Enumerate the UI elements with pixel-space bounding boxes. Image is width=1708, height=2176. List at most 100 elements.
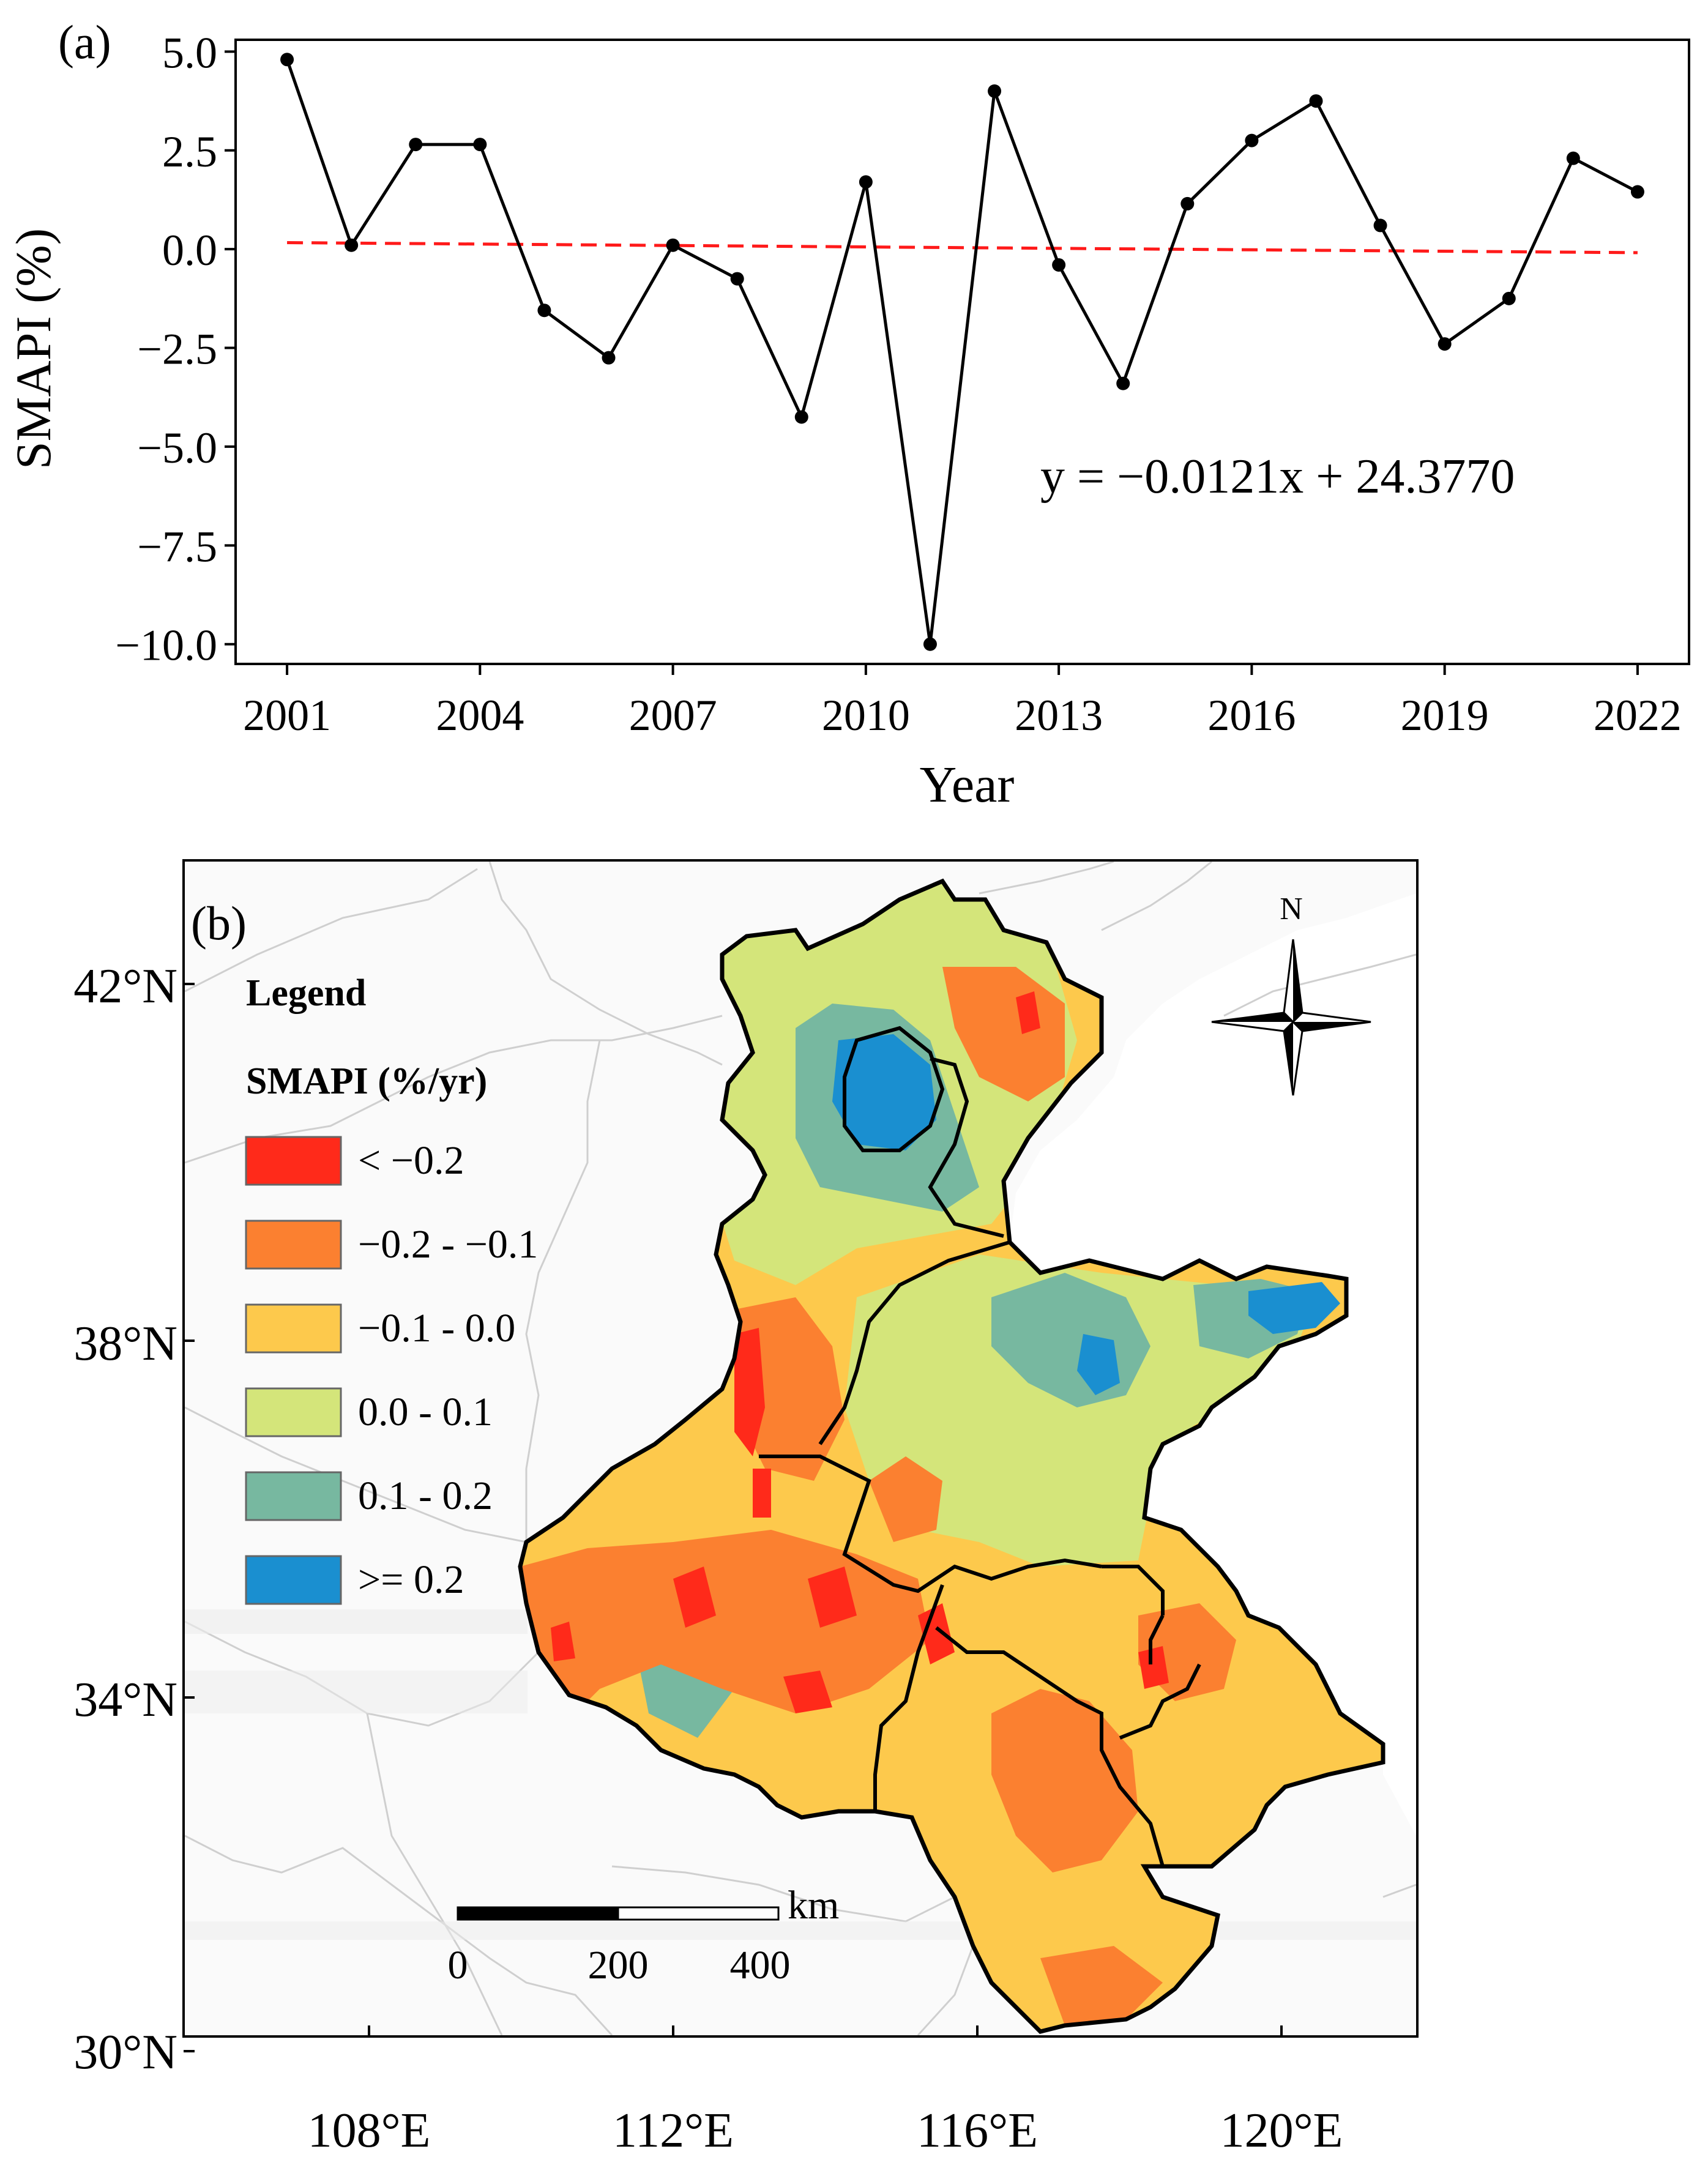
- sea-area-south: [1144, 1316, 1416, 1836]
- lon-label-116: 116°E: [917, 2104, 1038, 2158]
- panel-a-label: (a): [58, 15, 111, 69]
- data-point: [409, 138, 423, 152]
- lat-label-34: 34°N: [73, 1673, 177, 1727]
- smapi-series-points: [280, 53, 1644, 651]
- scale-tick-200: 200: [588, 1943, 649, 1988]
- data-point: [602, 351, 616, 365]
- map-axis-ticks: [184, 983, 1283, 2052]
- zone-ge-0.2: [1248, 1282, 1340, 1334]
- legend-item-label: < −0.2: [358, 1138, 464, 1183]
- plot-frame: [234, 39, 1690, 665]
- scale-bar-black: [457, 1906, 619, 1921]
- lat-label-30: 30°N: [73, 2025, 177, 2079]
- zone-neg0.2-neg0.1: [1040, 1946, 1163, 2025]
- stripe: [185, 1609, 528, 1634]
- legend-swatch: [245, 1220, 342, 1270]
- y-tick-label: −2.5: [137, 325, 217, 374]
- y-tick-label: 5.0: [162, 28, 217, 77]
- legend-swatch: [245, 1136, 342, 1186]
- legend-item-label: 0.1 - 0.2: [358, 1474, 493, 1518]
- lon-label-112: 112°E: [613, 2104, 734, 2158]
- legend-item-label: −0.2 - −0.1: [358, 1222, 538, 1267]
- lon-label-120: 120°E: [1220, 2104, 1343, 2158]
- data-point: [1438, 337, 1452, 351]
- data-point: [988, 84, 1002, 98]
- x-tick-label: 2004: [436, 691, 524, 740]
- zone-lt-neg0.2: [673, 1567, 716, 1628]
- zone-lt-neg0.2: [551, 1622, 575, 1661]
- north-arrow-icon: [1211, 939, 1371, 1096]
- zone-lt-neg0.2: [1016, 991, 1040, 1034]
- y-tick-label: −10.0: [115, 621, 217, 670]
- legend-swatch: [245, 1471, 342, 1521]
- data-point: [1116, 376, 1130, 390]
- y-tick-label: 2.5: [162, 127, 217, 176]
- legend-title: Legend: [246, 972, 366, 1014]
- y-tick-label: −7.5: [137, 522, 217, 571]
- zone-lt-neg0.2: [808, 1567, 857, 1628]
- zone-lt-neg0.2: [783, 1671, 832, 1713]
- trend-equation: y = −0.0121x + 24.3770: [1040, 450, 1515, 504]
- x-tick-label: 2001: [243, 691, 331, 740]
- data-point: [859, 175, 873, 189]
- legend-subtitle: SMAPI (%/yr): [246, 1060, 487, 1102]
- smapi-series-line: [285, 59, 1639, 645]
- data-point: [730, 272, 744, 286]
- data-point: [666, 238, 680, 252]
- lat-label-38: 38°N: [73, 1317, 177, 1371]
- legend-swatch: [245, 1387, 342, 1437]
- legend-item-label: −0.1 - 0.0: [358, 1306, 515, 1351]
- data-point: [345, 238, 359, 252]
- data-point: [1630, 185, 1644, 199]
- x-tick-label: 2007: [629, 691, 717, 740]
- zone-lt-neg0.2: [734, 1328, 765, 1456]
- legend-item-label: >= 0.2: [358, 1557, 464, 1602]
- legend-swatch: [245, 1303, 342, 1354]
- scale-bar: km 0 200 400: [448, 1883, 840, 1988]
- y-axis-label: SMAPI (%): [6, 228, 61, 469]
- legend-item-label: 0.0 - 0.1: [358, 1390, 493, 1434]
- y-tick-label: 0.0: [162, 226, 217, 275]
- zone-lt-neg0.2: [918, 1603, 955, 1664]
- x-axis-ticks: 2001 2004 2007 2010 2013 2016 2019 2022: [243, 664, 1682, 740]
- data-point: [473, 138, 487, 152]
- y-tick-label: −5.0: [137, 423, 217, 472]
- legend-swatch: [245, 1555, 342, 1605]
- zone-neg0.2-neg0.1: [869, 1456, 942, 1542]
- data-point: [280, 53, 294, 67]
- zone-lt-neg0.2: [753, 1469, 771, 1518]
- trend-line: [287, 241, 1638, 255]
- zone-0.0-0.1: [845, 1254, 1316, 1567]
- zone-neg0.2-neg0.1: [734, 1297, 845, 1481]
- zone-lt-neg0.2: [1138, 1646, 1169, 1689]
- data-point: [923, 637, 937, 651]
- legend-items: < −0.2 −0.2 - −0.1 −0.1 - 0.0 0.0 - 0.1 0.1 …: [245, 1136, 538, 1605]
- data-point: [794, 410, 808, 424]
- scale-bar-white: [617, 1906, 780, 1921]
- scale-tick-0: 0: [448, 1943, 468, 1988]
- zone-ge-0.2: [832, 1034, 936, 1150]
- panel-a: (a) 5.02.50.0−2.5−5.0−7.5−10.0 2001 2004 2…: [6, 15, 1690, 813]
- x-tick-label: 2016: [1207, 691, 1296, 740]
- province-borders: [759, 1026, 1201, 1867]
- x-axis-label: Year: [920, 756, 1015, 813]
- panel-b-label: (b): [191, 896, 247, 950]
- data-point: [537, 304, 551, 318]
- x-tick-label: 2010: [822, 691, 910, 740]
- data-point: [1566, 151, 1580, 165]
- north-label: N: [1280, 892, 1303, 926]
- scale-tick-400: 400: [730, 1943, 791, 1988]
- x-tick-label: 2019: [1401, 691, 1489, 740]
- y-axis-ticks: 5.0 2.5 0.0 −2.5 −5.0 −7.5 −10.0: [115, 28, 236, 670]
- x-tick-label: 2013: [1015, 691, 1103, 740]
- data-point: [1373, 218, 1387, 233]
- data-point: [1309, 94, 1323, 108]
- stripe: [185, 1671, 528, 1713]
- lat-label-42: 42°N: [73, 959, 177, 1013]
- data-point: [1502, 291, 1516, 305]
- x-tick-label: 2022: [1594, 691, 1682, 740]
- map-legend: Legend SMAPI (%/yr) < −0.2 −0.2 - −0.1 −0.…: [245, 972, 538, 1605]
- lon-label-108: 108°E: [308, 2104, 431, 2158]
- panel-b-map: N (b) Legend SMAPI (%/yr) < −0.2 −0.2 - −…: [73, 859, 1419, 2158]
